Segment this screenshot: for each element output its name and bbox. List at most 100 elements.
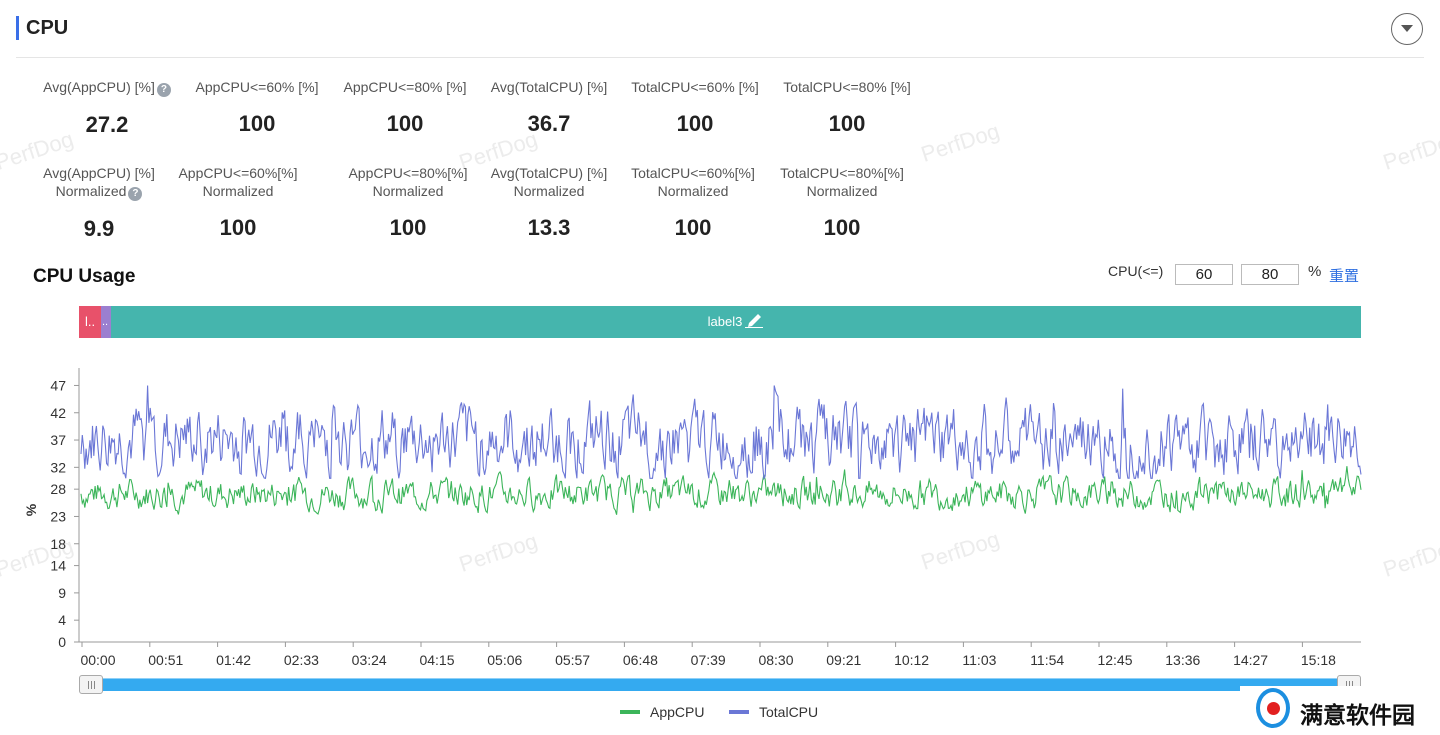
label-segment-2[interactable]: .. <box>101 306 111 338</box>
y-tick-label: 23 <box>50 508 66 524</box>
metric-label: AppCPU<=60%[%] <box>178 165 298 181</box>
section-title: CPU <box>26 17 69 39</box>
metric-appcpu-80-normalized: AppCPU<=80%[%] Normalized 100 <box>337 164 479 242</box>
y-tick-label: 32 <box>50 459 66 475</box>
x-tick-label: 03:24 <box>352 652 387 668</box>
edit-pencil-icon[interactable] <box>744 312 764 328</box>
metric-label: TotalCPU<=80% [%] <box>783 79 911 95</box>
x-tick-label: 09:21 <box>826 652 861 668</box>
y-tick-label: 18 <box>50 536 66 552</box>
metric-avg-appcpu: Avg(AppCPU) [%]? 27.2 <box>36 78 178 139</box>
y-tick-label: 47 <box>50 377 66 393</box>
metric-label-sub: Normalized <box>372 183 444 199</box>
x-tick-label: 04:15 <box>419 652 454 668</box>
metric-label-sub: Normalized <box>513 183 585 199</box>
section-header: CPU <box>0 0 1440 58</box>
threshold-60-input[interactable] <box>1175 264 1233 285</box>
metric-value: 100 <box>386 111 424 136</box>
x-tick-label: 00:51 <box>148 652 183 668</box>
metric-appcpu-80: AppCPU<=80% [%] 100 <box>334 78 476 138</box>
chevron-down-icon <box>1401 25 1413 32</box>
metric-avg-totalcpu-normalized: Avg(TotalCPU) [%] Normalized 13.3 <box>478 164 620 242</box>
metric-avg-appcpu-normalized: Avg(AppCPU) [%] Normalized? 9.9 <box>28 164 170 243</box>
x-tick-label: 12:45 <box>1097 652 1132 668</box>
collapse-button[interactable] <box>1391 13 1423 45</box>
x-tick-label: 08:30 <box>758 652 793 668</box>
series-line-totalcpu <box>80 385 1362 481</box>
metric-label: AppCPU<=80% [%] <box>343 79 467 95</box>
y-tick-label: 9 <box>58 585 66 601</box>
metric-label-sub: Normalized <box>657 183 729 199</box>
legend-swatch <box>620 710 640 714</box>
x-tick-label: 15:18 <box>1301 652 1336 668</box>
metric-value: 100 <box>823 215 861 240</box>
metric-label-sub: Normalized <box>55 183 127 199</box>
label-segment-text: l.. <box>85 314 96 329</box>
legend-swatch <box>729 710 749 714</box>
metric-label-sub: Normalized <box>806 183 878 199</box>
chart-title: CPU Usage <box>33 266 136 287</box>
metric-value: 36.7 <box>527 111 571 136</box>
metric-value: 100 <box>676 111 714 136</box>
metric-totalcpu-60: TotalCPU<=60% [%] 100 <box>620 78 770 138</box>
metric-value: 100 <box>828 111 866 136</box>
metric-value: 100 <box>389 215 427 240</box>
metric-appcpu-60: AppCPU<=60% [%] 100 <box>186 78 328 138</box>
metric-value: 13.3 <box>527 215 571 240</box>
x-tick-label: 05:57 <box>555 652 590 668</box>
metric-totalcpu-60-normalized: TotalCPU<=60%[%] Normalized 100 <box>618 164 768 242</box>
legend-item-appcpu[interactable]: AppCPU <box>620 703 704 721</box>
label-strip: l.. .. label3 <box>79 306 1361 338</box>
y-tick-label: 14 <box>50 558 66 574</box>
slider-handle-start[interactable] <box>79 675 103 694</box>
label-segment-text: .. <box>102 316 109 328</box>
series-line-appcpu <box>80 466 1362 515</box>
y-axis-label: % <box>23 503 39 516</box>
legend-label: AppCPU <box>650 704 705 720</box>
y-tick-label: 4 <box>58 612 66 628</box>
y-tick-label: 28 <box>50 481 66 497</box>
threshold-80-input[interactable] <box>1241 264 1299 285</box>
x-tick-label: 10:12 <box>894 652 929 668</box>
label-segment-1[interactable]: l.. <box>79 306 101 338</box>
metric-value: 100 <box>219 215 257 240</box>
label-segment-text: label3 <box>707 314 743 329</box>
legend-label: TotalCPU <box>759 704 819 720</box>
reset-link[interactable]: 重置 <box>1329 268 1360 285</box>
y-tick-label: 37 <box>50 432 66 448</box>
y-tick-label: 42 <box>50 405 66 421</box>
cpu-usage-chart: 0 4 9 14 18 23 28 32 37 42 47% 00:00 00:51 01:42 02:33… <box>23 368 1362 668</box>
help-icon[interactable]: ? <box>128 187 143 201</box>
metric-label: Avg(TotalCPU) [%] <box>490 165 608 181</box>
x-tick-label: 02:33 <box>284 652 319 668</box>
metric-appcpu-60-normalized: AppCPU<=60%[%] Normalized 100 <box>167 164 309 242</box>
threshold-label: CPU(<=) <box>1108 263 1164 279</box>
x-tick-label: 14:27 <box>1233 652 1268 668</box>
watermark: PerfDog <box>1379 126 1440 175</box>
metric-label: Avg(TotalCPU) [%] <box>490 79 608 95</box>
metric-label: TotalCPU<=60%[%] <box>631 165 755 181</box>
logo-text: 满意软件园 <box>1300 703 1415 729</box>
slider-track[interactable] <box>79 678 1361 691</box>
x-tick-label: 00:00 <box>80 652 115 668</box>
metric-label: TotalCPU<=80%[%] <box>780 165 904 181</box>
metric-totalcpu-80: TotalCPU<=80% [%] 100 <box>772 78 922 138</box>
metric-label-sub: Normalized <box>202 183 274 199</box>
time-range-slider[interactable] <box>79 675 1361 694</box>
site-logo: 满意软件园 <box>1240 686 1440 735</box>
x-tick-label: 05:06 <box>487 652 522 668</box>
x-tick-label: 07:39 <box>691 652 726 668</box>
help-icon[interactable]: ? <box>156 83 171 97</box>
metric-value: 9.9 <box>83 216 115 241</box>
metric-label: Avg(AppCPU) [%] <box>43 165 155 181</box>
y-tick-label: 0 <box>58 634 66 650</box>
x-tick-label: 11:54 <box>1030 652 1064 668</box>
x-tick-label: 11:03 <box>962 652 996 668</box>
label-segment-3[interactable]: label3 <box>111 306 1361 338</box>
logo-ring-icon <box>1256 688 1290 728</box>
metric-value: 100 <box>674 215 712 240</box>
metric-label: AppCPU<=60% [%] <box>195 79 319 95</box>
metric-value: 27.2 <box>85 112 129 137</box>
metric-avg-totalcpu: Avg(TotalCPU) [%] 36.7 <box>478 78 620 138</box>
legend-item-totalcpu[interactable]: TotalCPU <box>729 703 818 721</box>
